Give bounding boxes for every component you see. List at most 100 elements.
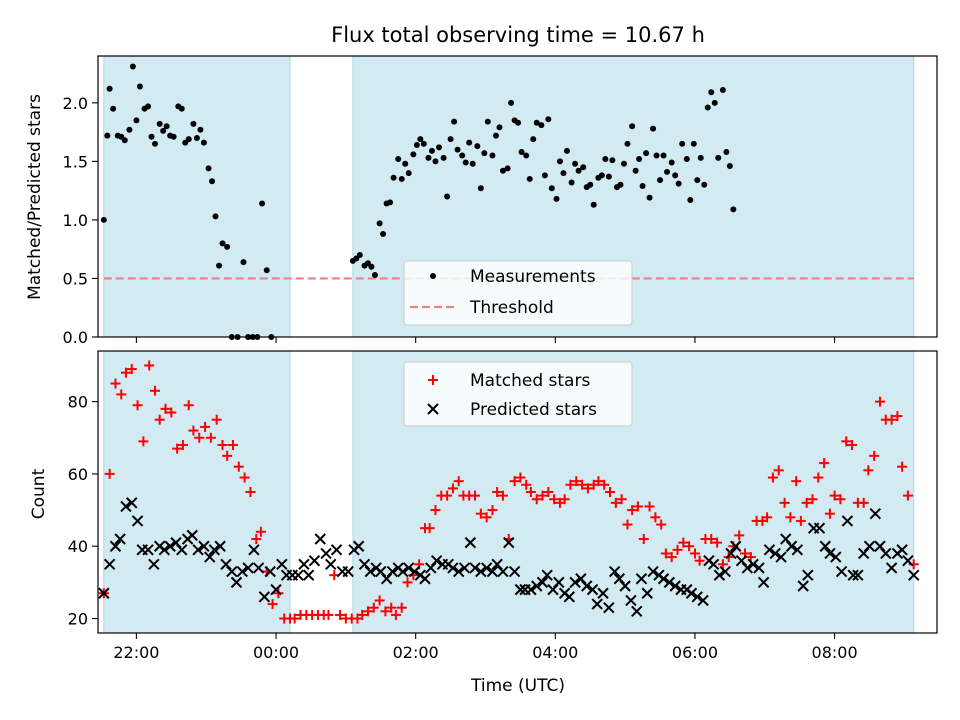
measurement-point	[568, 179, 575, 186]
measurement-point	[672, 172, 679, 179]
measurement-point	[395, 156, 402, 163]
matched-star-point	[251, 534, 262, 544]
matched-star-point	[323, 609, 334, 620]
matched-star-point	[487, 505, 498, 516]
measurement-point	[126, 126, 133, 133]
predicted-star-point	[757, 576, 770, 589]
legend-box	[403, 361, 633, 427]
matched-star-point	[402, 577, 413, 588]
matched-star-point	[177, 440, 188, 450]
measurement-point	[110, 105, 117, 112]
measurement-point	[587, 181, 594, 188]
predicted-star-point	[697, 594, 709, 607]
measurement-point	[499, 167, 506, 174]
predicted-star-point	[635, 573, 648, 585]
measurement-point	[580, 164, 587, 171]
predicted-star-point	[308, 554, 321, 567]
measurement-point	[398, 175, 405, 182]
measurement-point	[687, 197, 694, 204]
matched-star-point	[807, 494, 818, 505]
measurement-point	[160, 127, 167, 134]
predicted-star-point	[114, 533, 126, 545]
x-tick-label: 00:00	[253, 643, 299, 662]
shaded-interval	[103, 55, 291, 338]
matched-star-point	[144, 360, 155, 371]
matched-star-point	[447, 483, 458, 494]
predicted-star-point	[908, 569, 920, 581]
predicted-star-point	[769, 547, 781, 560]
measurement-point	[629, 123, 636, 130]
measurement-point	[163, 123, 170, 130]
predicted-star-point	[453, 565, 465, 578]
measurement-point	[719, 86, 726, 93]
predicted-star-point	[480, 562, 493, 574]
matched-star-point	[638, 534, 649, 544]
predicted-star-point	[841, 515, 854, 527]
matched-star-point	[660, 548, 671, 559]
measurement-point	[420, 140, 427, 147]
predicted-star-point	[608, 565, 621, 578]
measurement-point	[704, 104, 711, 111]
predicted-star-point	[164, 540, 176, 552]
measurement-point	[730, 206, 737, 213]
predicted-star-point	[226, 565, 238, 578]
matched-star-point	[801, 497, 812, 508]
predicted-star-point	[464, 536, 477, 549]
predicted-star-point	[236, 565, 249, 578]
matched-star-point	[531, 494, 542, 505]
matched-star-point	[120, 367, 131, 378]
predicted-star-point	[586, 583, 599, 596]
measurement-point	[402, 160, 409, 167]
predicted-star-point	[302, 569, 315, 581]
measurement-point	[417, 136, 424, 143]
matched-star-point	[712, 537, 723, 548]
matched-star-point	[132, 400, 143, 411]
predicted-star-point	[230, 576, 243, 589]
matched-star-point	[245, 487, 256, 497]
predicted-star-point	[657, 573, 670, 585]
y-tick-label: 40	[68, 537, 88, 556]
predicted-star-point	[186, 529, 198, 542]
matched-star-point	[549, 494, 560, 505]
measurement-point	[219, 240, 226, 247]
top-panel: 0.0 0.5 1.0 1.5 2.0 Measurements Threshold	[63, 55, 938, 347]
matched-star-point	[678, 537, 689, 548]
predicted-star-point	[430, 554, 443, 567]
measurement-point	[481, 150, 488, 157]
matched-star-point	[785, 512, 796, 523]
measurement-point	[428, 147, 435, 154]
measurement-point	[410, 151, 417, 158]
predicted-star-point	[252, 562, 265, 574]
matched-star-point	[863, 465, 874, 476]
measurement-point	[148, 133, 155, 140]
measurement-point	[136, 83, 143, 90]
predicted-star-point	[707, 558, 720, 571]
matched-star-point	[211, 414, 222, 425]
matched-star-point	[577, 479, 588, 490]
predicted-star-point	[148, 558, 160, 571]
predicted-star-point	[142, 544, 154, 556]
bottom-legend: Matched stars Predicted stars	[403, 361, 633, 427]
predicted-star-point	[563, 591, 575, 603]
measurement-point	[556, 158, 563, 165]
predicted-star-point	[713, 569, 726, 581]
measurement-point	[643, 150, 650, 157]
matched-star-point	[874, 396, 885, 407]
predicted-star-point	[402, 562, 415, 574]
predicted-star-point	[497, 565, 509, 578]
predicted-star-point	[536, 576, 549, 589]
y-tick-label: 2.0	[63, 94, 88, 113]
matched-star-point	[255, 526, 266, 537]
measurement-point	[224, 243, 231, 250]
predicted-star-point	[469, 562, 481, 574]
measurement-point	[508, 99, 515, 106]
predicted-star-point	[813, 522, 826, 534]
measurement-point	[575, 167, 582, 174]
matched-star-point	[222, 450, 233, 461]
predicted-star-point	[447, 562, 459, 574]
predicted-star-point	[797, 580, 809, 592]
predicted-star-point	[352, 540, 365, 552]
legend-box	[403, 260, 633, 326]
axes-frame	[97, 350, 938, 634]
measurement-point	[469, 160, 476, 167]
